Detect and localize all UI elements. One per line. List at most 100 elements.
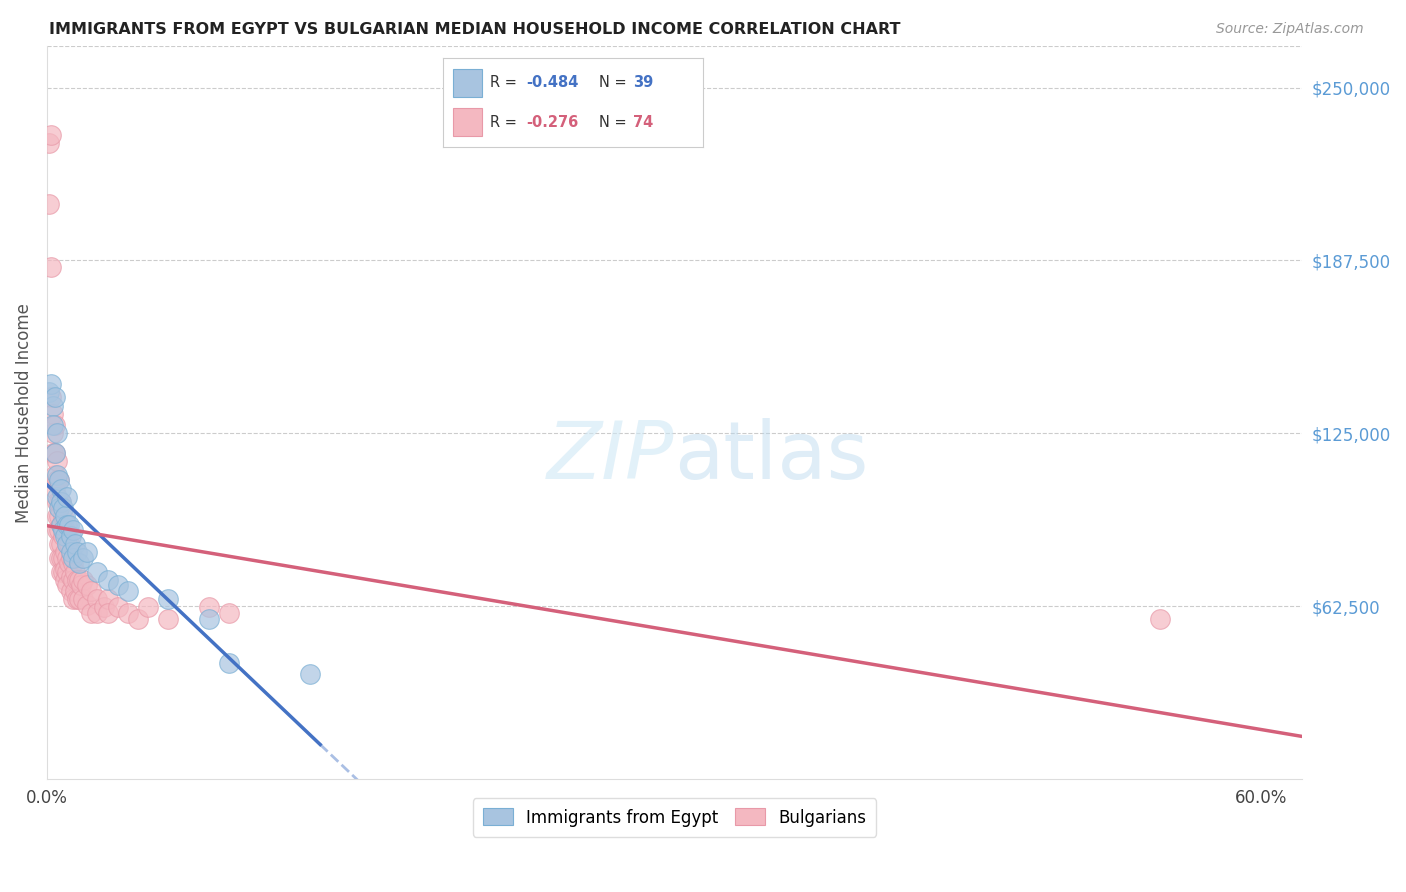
Text: atlas: atlas	[675, 417, 869, 496]
Point	[62, 523, 84, 537]
Point	[46, 467, 69, 482]
Point	[42, 426, 65, 441]
Point	[48, 537, 70, 551]
FancyBboxPatch shape	[453, 69, 482, 97]
Point	[56, 565, 79, 579]
Point	[60, 528, 83, 542]
Point	[44, 390, 66, 404]
Point	[86, 565, 108, 579]
Point	[67, 573, 90, 587]
Point	[66, 573, 89, 587]
Point	[38, 196, 60, 211]
Point	[38, 136, 60, 150]
Point	[97, 573, 120, 587]
Point	[39, 390, 62, 404]
Point	[62, 592, 84, 607]
Point	[48, 473, 70, 487]
Point	[48, 500, 70, 515]
Point	[62, 573, 84, 587]
Point	[107, 600, 129, 615]
Point	[46, 454, 69, 468]
Point	[86, 592, 108, 607]
Point	[67, 592, 90, 607]
Point	[56, 537, 79, 551]
Point	[42, 445, 65, 459]
Point	[49, 517, 72, 532]
Point	[53, 509, 76, 524]
Point	[42, 407, 65, 421]
Point	[49, 495, 72, 509]
Point	[39, 260, 62, 275]
Point	[53, 523, 76, 537]
Point	[117, 583, 139, 598]
Point	[97, 606, 120, 620]
Point	[52, 550, 75, 565]
Point	[48, 550, 70, 565]
Point	[218, 656, 240, 670]
Point	[44, 445, 66, 459]
Point	[44, 467, 66, 482]
Point	[117, 606, 139, 620]
Point	[76, 545, 98, 559]
Point	[65, 537, 87, 551]
Point	[62, 556, 84, 570]
Point	[76, 598, 98, 612]
Point	[60, 545, 83, 559]
Point	[60, 570, 83, 584]
Point	[72, 550, 94, 565]
Point	[66, 592, 89, 607]
Point	[48, 473, 70, 487]
Point	[46, 495, 69, 509]
Point	[53, 545, 76, 559]
Point	[67, 556, 90, 570]
Point	[65, 565, 87, 579]
Point	[48, 495, 70, 509]
Point	[299, 666, 322, 681]
Point	[1149, 611, 1171, 625]
Point	[42, 417, 65, 432]
Point	[44, 417, 66, 432]
Text: IMMIGRANTS FROM EGYPT VS BULGARIAN MEDIAN HOUSEHOLD INCOME CORRELATION CHART: IMMIGRANTS FROM EGYPT VS BULGARIAN MEDIA…	[49, 22, 901, 37]
Point	[49, 537, 72, 551]
Point	[52, 528, 75, 542]
Point	[46, 490, 69, 504]
Point	[42, 399, 65, 413]
Point	[80, 606, 103, 620]
Point	[44, 482, 66, 496]
Point	[46, 473, 69, 487]
Text: ZIP: ZIP	[547, 417, 675, 496]
Point	[49, 517, 72, 532]
Point	[58, 556, 80, 570]
Point	[107, 578, 129, 592]
Point	[39, 128, 62, 142]
Point	[52, 500, 75, 515]
Point	[38, 384, 60, 399]
Point	[46, 523, 69, 537]
Point	[86, 606, 108, 620]
Point	[80, 583, 103, 598]
Text: Source: ZipAtlas.com: Source: ZipAtlas.com	[1216, 22, 1364, 37]
Point	[49, 482, 72, 496]
Point	[127, 611, 149, 625]
Point	[58, 537, 80, 551]
Point	[53, 573, 76, 587]
Point	[49, 550, 72, 565]
Point	[198, 600, 221, 615]
Point	[60, 583, 83, 598]
Y-axis label: Median Household Income: Median Household Income	[15, 302, 32, 523]
Point	[56, 517, 79, 532]
Point	[58, 517, 80, 532]
Text: N =: N =	[599, 115, 631, 129]
Point	[62, 550, 84, 565]
Point	[136, 600, 159, 615]
Point	[97, 592, 120, 607]
Text: R =: R =	[489, 115, 522, 129]
Point	[52, 509, 75, 524]
Text: 74: 74	[633, 115, 652, 129]
Point	[56, 528, 79, 542]
Point	[53, 528, 76, 542]
Point	[72, 592, 94, 607]
Point	[70, 578, 93, 592]
Point	[48, 509, 70, 524]
Point	[49, 565, 72, 579]
